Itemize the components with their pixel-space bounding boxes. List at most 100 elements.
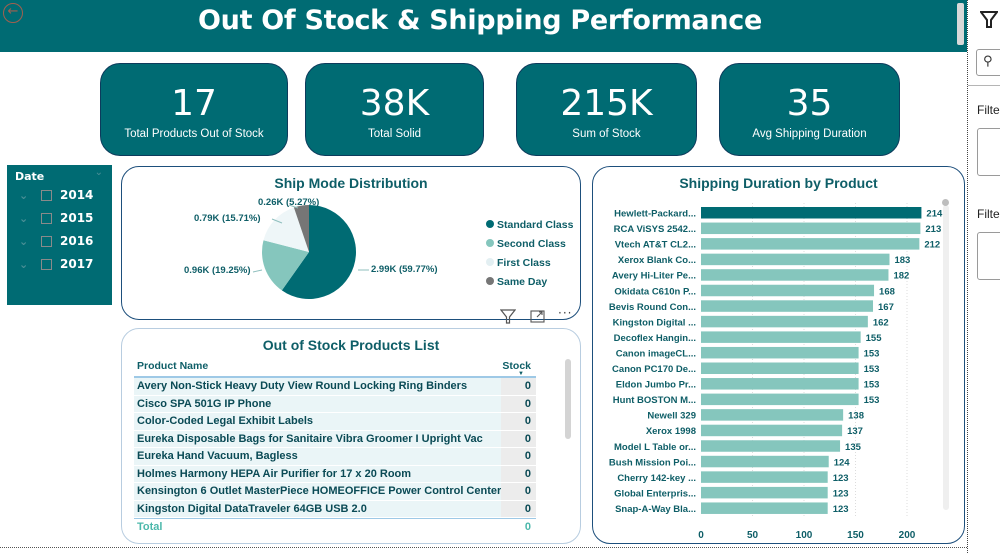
bar[interactable]	[701, 346, 859, 359]
kpi-card-sum-of-stock: 215K Sum of Stock	[516, 63, 697, 156]
y-category-label: Model L Table or...	[614, 442, 696, 453]
stock-cell: 0	[501, 378, 536, 395]
filter-drop-zone[interactable]	[977, 232, 1000, 280]
bar[interactable]	[701, 331, 861, 343]
table-row[interactable]: Color-Coded Legal Exhibit Labels 0	[134, 413, 536, 431]
table-row[interactable]: Kensington 6 Outlet MasterPiece HOMEOFFI…	[134, 483, 536, 501]
legend-label: First Class	[497, 257, 551, 269]
legend-item-second-class[interactable]: Second Class	[486, 238, 566, 250]
bar[interactable]	[701, 207, 922, 219]
checkbox[interactable]	[41, 259, 52, 270]
slicer-item-2017[interactable]: ⌄ 2017	[7, 256, 112, 279]
bar[interactable]	[701, 486, 828, 499]
y-category-label: Snap-A-Way Bla...	[615, 504, 696, 515]
bar[interactable]	[701, 238, 920, 250]
bar-chart-title: Shipping Duration by Product	[679, 175, 878, 191]
legend-item-standard-class[interactable]: Standard Class	[486, 219, 573, 231]
table-scrollbar[interactable]	[565, 359, 571, 439]
kpi-label: Sum of Stock	[572, 128, 641, 140]
bar[interactable]	[701, 424, 843, 437]
chevron-down-icon[interactable]: ⌄	[19, 212, 29, 225]
pie-slice-same-day[interactable]	[293, 205, 309, 252]
checkbox[interactable]	[41, 213, 52, 224]
visual-header-toolbar: ···	[498, 306, 580, 326]
table-row[interactable]: Eureka Disposable Bags for Sanitaire Vib…	[134, 430, 536, 448]
legend-dot	[486, 277, 494, 285]
bar[interactable]	[701, 471, 828, 483]
slicer-item-label: 2017	[60, 257, 94, 271]
table-total-row: Total 0	[134, 518, 536, 536]
filter-section-label: Filte	[977, 207, 1000, 221]
filter-drop-zone[interactable]	[977, 128, 1000, 176]
bar[interactable]	[701, 409, 844, 421]
leader-line	[288, 204, 299, 209]
pie-slice-second-class[interactable]	[262, 240, 309, 291]
y-category-label: Bush Mission Poi...	[609, 457, 696, 468]
kpi-card-avg-shipping: 35 Avg Shipping Duration	[719, 63, 900, 156]
sort-descending-icon[interactable]: ▼	[518, 371, 524, 377]
stock-cell: 0	[501, 483, 536, 500]
y-category-label: Okidata C610n P...	[614, 286, 696, 297]
bar-data-label: 213	[925, 224, 941, 235]
pie-data-label: 2.99K (59.77%)	[371, 264, 438, 275]
bar[interactable]	[701, 362, 859, 375]
checkbox[interactable]	[41, 190, 52, 201]
filter-icon[interactable]	[500, 309, 516, 324]
ship-mode-card: Ship Mode Distribution 0.26K (5.27%) 0.7…	[121, 166, 581, 320]
legend-item-first-class[interactable]: First Class	[486, 257, 551, 269]
slicer-title: Date	[15, 170, 45, 183]
more-options-icon[interactable]: ···	[558, 306, 573, 320]
chart-scrollbar[interactable]	[943, 205, 949, 510]
product-name-cell: Avery Non-Stick Heavy Duty View Round Lo…	[137, 380, 468, 392]
chevron-down-icon[interactable]: ⌄	[94, 167, 103, 178]
bar-data-label: 135	[845, 442, 862, 453]
stock-cell: 0	[501, 465, 536, 482]
chevron-down-icon[interactable]: ⌄	[19, 258, 29, 271]
table-row[interactable]: Kingston Digital DataTraveler 64GB USB 2…	[134, 500, 536, 518]
page-scrollbar[interactable]	[957, 3, 964, 45]
bar-data-label: 168	[879, 286, 895, 297]
y-category-label: Xerox 1998	[646, 426, 696, 437]
bar[interactable]	[701, 300, 874, 312]
pie-slice-standard-class[interactable]	[281, 205, 356, 299]
checkbox[interactable]	[41, 236, 52, 247]
bar[interactable]	[701, 378, 859, 390]
bar-chart: 0 50 100 150 200 Hewlett-Packard... 214 RCA ViS…	[609, 203, 943, 541]
table-row[interactable]: Eureka Hand Vacuum, Bagless 0	[134, 448, 536, 466]
bar[interactable]	[701, 222, 921, 235]
column-header-stock[interactable]: Stock	[502, 360, 531, 372]
bar[interactable]	[701, 269, 889, 281]
legend-item-same-day[interactable]: Same Day	[486, 276, 547, 288]
slicer-item-2014[interactable]: ⌄ 2014	[7, 187, 112, 210]
chevron-down-icon[interactable]: ⌄	[19, 235, 29, 248]
slicer-item-2016[interactable]: ⌄ 2016	[7, 233, 112, 256]
filter-search-input[interactable]: ⚲	[976, 49, 1000, 76]
stock-cell: 0	[501, 413, 536, 430]
bar[interactable]	[701, 393, 859, 406]
total-label: Total	[137, 521, 163, 533]
bar[interactable]	[701, 455, 829, 468]
filter-icon[interactable]	[980, 11, 998, 28]
bar-data-label: 153	[864, 395, 880, 406]
bar[interactable]	[701, 315, 868, 328]
slicer-item-2015[interactable]: ⌄ 2015	[7, 210, 112, 233]
product-name-cell: Color-Coded Legal Exhibit Labels	[137, 415, 314, 427]
page-boundary	[0, 547, 967, 548]
table-row[interactable]: Cisco SPA 501G IP Phone 0	[134, 395, 536, 413]
table-row[interactable]: Holmes Harmony HEPA Air Purifier for 17 …	[134, 465, 536, 483]
stock-cell: 0	[501, 500, 536, 517]
leader-line	[271, 218, 283, 224]
pie-slice-first-class[interactable]	[263, 207, 309, 252]
back-arrow-icon[interactable]: ←	[3, 3, 23, 23]
focus-mode-icon[interactable]	[530, 310, 545, 323]
bar[interactable]	[701, 440, 841, 452]
page-title: Out Of Stock & Shipping Performance	[198, 5, 762, 36]
bar[interactable]	[701, 502, 828, 514]
chevron-down-icon[interactable]: ⌄	[19, 189, 29, 202]
bar[interactable]	[701, 253, 890, 266]
bar-data-label: 137	[847, 426, 863, 437]
scroll-handle[interactable]	[942, 199, 949, 206]
column-header-product-name[interactable]: Product Name	[137, 360, 209, 372]
table-row[interactable]: Avery Non-Stick Heavy Duty View Round Lo…	[134, 378, 536, 396]
bar[interactable]	[701, 284, 875, 297]
